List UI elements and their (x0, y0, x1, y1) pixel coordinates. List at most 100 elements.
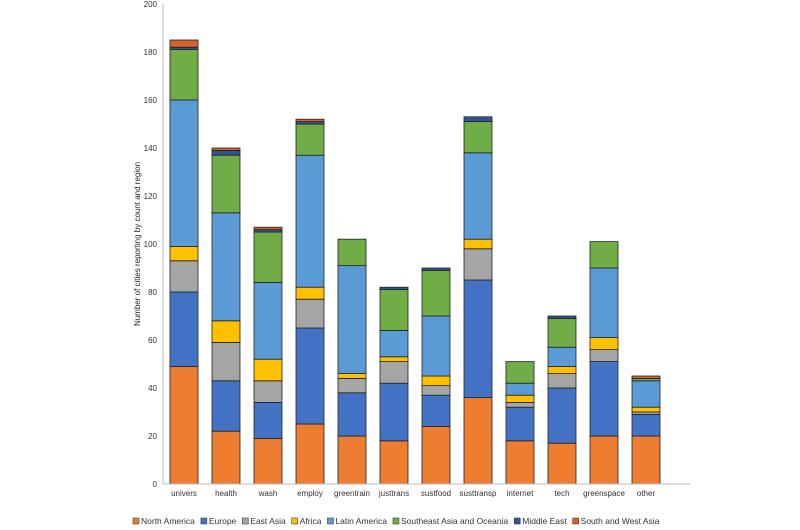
bar-segment (295, 298, 325, 329)
legend-swatch (241, 517, 249, 525)
bar-segment (211, 149, 241, 156)
y-axis: 0 20 40 60 80 100 120 140 160 180 200 (144, 0, 164, 489)
bar-segment (505, 401, 535, 408)
bar-segment (505, 361, 535, 384)
x-tick-label: employ (297, 489, 323, 498)
bar-segment (421, 269, 451, 317)
bar-segment (379, 329, 409, 358)
legend-label: Africa (300, 516, 322, 526)
x-tick-label: wash (258, 489, 278, 498)
bar-segment (295, 123, 325, 156)
bar-segment (421, 425, 451, 485)
x-tick-label: sustfood (421, 489, 451, 498)
bar-segment (463, 279, 493, 398)
bar-segment (253, 437, 283, 485)
bar-stack-sustfood (421, 267, 451, 485)
x-tick-label: health (215, 489, 237, 498)
bar-segment (169, 245, 199, 262)
bar-segment (631, 380, 661, 408)
bar-segment (295, 154, 325, 288)
y-tick-label: 120 (144, 192, 158, 201)
y-tick-label: 40 (148, 384, 157, 393)
bar-stack-univers (169, 39, 199, 485)
bar-segment (253, 380, 283, 403)
bar-segment (295, 286, 325, 300)
bar-segment (547, 373, 577, 389)
bar-segment (463, 121, 493, 154)
bar-segment (631, 435, 661, 485)
bar-segment (253, 226, 283, 230)
legend-swatch (200, 517, 208, 525)
x-tick-label: justtrans (378, 489, 409, 498)
legend: North America Europe East Asia Africa Latin … (132, 516, 660, 526)
bar-segment (337, 392, 367, 437)
bar-stack-tech (547, 315, 577, 485)
bar-segment (547, 317, 577, 348)
bar-segment (631, 413, 661, 437)
bar-segment (421, 394, 451, 427)
bar-segment (589, 435, 619, 485)
x-tick-label: univers (171, 489, 197, 498)
legend-label: North America (141, 516, 195, 526)
bar-segment (253, 401, 283, 439)
y-tick-label: 100 (144, 240, 158, 249)
bar-segment (547, 346, 577, 367)
bar-segment (505, 406, 535, 442)
bar-stack-greentrain (337, 238, 367, 485)
bar-segment (337, 265, 367, 375)
bar-segment (463, 116, 493, 123)
x-tick-label: internet (507, 489, 534, 498)
bar-segment (169, 365, 199, 485)
bar-segment (589, 337, 619, 351)
bar-segment (379, 289, 409, 331)
bar-segment (379, 440, 409, 485)
bar-segment (379, 361, 409, 384)
bar-segment (337, 435, 367, 485)
legend-label: Southeast Asia and Oceania (401, 516, 509, 526)
bar-segment (211, 320, 241, 343)
bar-segment (421, 385, 451, 396)
bar-segment (589, 349, 619, 363)
bar-stack-justtrans (379, 286, 409, 485)
legend-swatch (291, 517, 299, 525)
y-axis-label: Number of cities reporting by count and … (133, 162, 142, 326)
x-tick-label: susttransp (460, 489, 497, 498)
bar-stack-susttransp (463, 116, 493, 485)
bar-segment (169, 260, 199, 293)
bar-segment (337, 377, 367, 394)
legend-label: South and West Asia (581, 516, 660, 526)
bar-segment (547, 387, 577, 444)
bar-segment (589, 267, 619, 338)
legend-swatch (513, 517, 521, 525)
bar-stack-other (631, 375, 661, 485)
bar-segment (631, 406, 661, 413)
bar-segment (421, 315, 451, 377)
bar-segment (295, 118, 325, 122)
legend-swatch (132, 517, 140, 525)
bar-segment (463, 397, 493, 485)
bar-segment (631, 375, 661, 379)
bar-segment (547, 442, 577, 485)
x-axis: univers health wash employ greentrain justtra… (163, 483, 690, 498)
bar-segment (169, 49, 199, 101)
bar-segment (505, 394, 535, 403)
bar-segment (463, 152, 493, 240)
bar-segment (421, 267, 451, 271)
y-tick-label: 60 (148, 336, 157, 345)
bar-segment (253, 358, 283, 382)
bar-segment (379, 356, 409, 362)
legend-swatch (392, 517, 400, 525)
bar-segment (463, 248, 493, 281)
legend-swatch (572, 517, 579, 525)
legend-label: Europe (209, 516, 237, 526)
bar-segment (421, 375, 451, 387)
bar-segment (211, 380, 241, 432)
bar-segment (547, 315, 577, 319)
bar-segment (169, 291, 199, 367)
x-tick-label: other (637, 489, 656, 498)
legend-label: East Asia (250, 516, 286, 526)
bar-segment (547, 365, 577, 374)
bar-segment (589, 241, 619, 269)
legend-swatch (327, 517, 334, 525)
